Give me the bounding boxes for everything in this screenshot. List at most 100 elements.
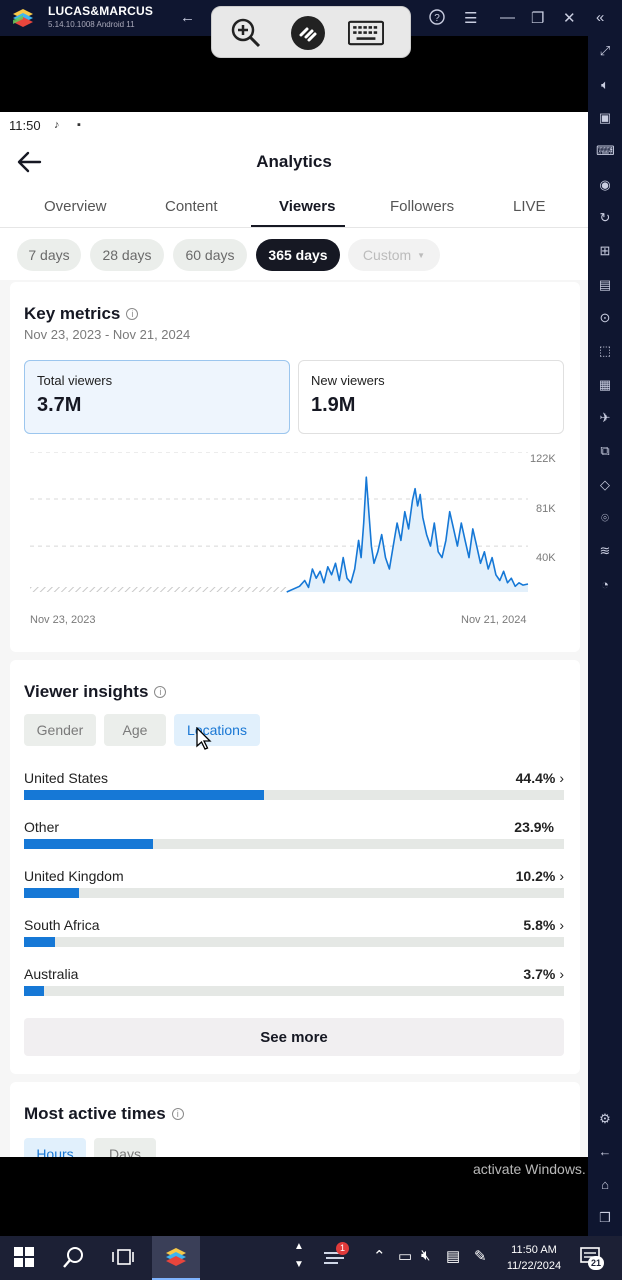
back-icon[interactable]: ← xyxy=(180,9,195,26)
layers-icon[interactable]: ≋ xyxy=(599,543,611,558)
minimize-icon[interactable]: — xyxy=(500,9,515,26)
y-tick-122k: 122K xyxy=(530,453,556,465)
menu-icon[interactable]: ☰ xyxy=(464,10,478,27)
gamepad-icon[interactable]: ⊞ xyxy=(599,243,611,258)
location-percent: 23.9% xyxy=(514,819,554,835)
task-view-icon[interactable] xyxy=(112,1247,134,1271)
range-7-days[interactable]: 7 days xyxy=(17,239,81,271)
filter-age[interactable]: Age xyxy=(104,714,166,746)
location-row[interactable]: United States 44.4% › xyxy=(24,770,564,810)
record-icon[interactable]: ◉ xyxy=(599,177,611,192)
search-icon[interactable] xyxy=(62,1245,86,1273)
tab-overview[interactable]: Overview xyxy=(44,198,107,215)
fullscreen-icon[interactable]: ⤢ xyxy=(599,43,611,58)
remote-connect-icon[interactable] xyxy=(290,15,326,51)
scroll-updown-icon[interactable]: ▲ ▼ xyxy=(294,1241,304,1270)
capture-area-icon[interactable]: ⬚ xyxy=(598,343,612,358)
screenshot-icon[interactable]: ⊙ xyxy=(599,310,611,325)
viewer-insights-title: Viewer insights i xyxy=(24,682,167,702)
viewer-insights-card: Viewer insights i Gender Age Locations Un… xyxy=(10,660,580,1074)
action-center-icon[interactable]: 21 xyxy=(580,1246,604,1272)
tab-live[interactable]: LIVE xyxy=(513,198,546,215)
location-row[interactable]: South Africa 5.8% › xyxy=(24,917,564,957)
x-tick-end: Nov 21, 2024 xyxy=(461,614,527,626)
network-icon[interactable]: ▤ xyxy=(446,1248,461,1265)
date-range-label: Nov 23, 2023 - Nov 21, 2024 xyxy=(24,327,191,342)
location-bar-track xyxy=(24,888,564,898)
key-metrics-card: Key metrics i Nov 23, 2023 - Nov 21, 2024… xyxy=(10,282,580,652)
pen-icon[interactable]: ✎ xyxy=(474,1248,487,1265)
y-tick-40k: 40K xyxy=(536,552,556,564)
settings-icon[interactable]: ⚙︎ xyxy=(599,1111,611,1126)
keymap-icon[interactable]: ⌨︎ xyxy=(596,143,615,158)
date-range-selector: 7 days 28 days 60 days 365 days Custom ▼ xyxy=(0,239,588,273)
notification-count-badge: 21 xyxy=(588,1256,604,1270)
device-icon[interactable]: ▭ xyxy=(398,1248,413,1265)
zoom-in-icon[interactable] xyxy=(228,15,264,51)
floating-toolbar xyxy=(211,6,411,58)
new-viewers-box[interactable]: New viewers 1.9M xyxy=(298,360,564,434)
tiktok-icon: ♪ xyxy=(54,119,60,131)
range-365-days[interactable]: 365 days xyxy=(256,239,340,271)
filter-locations[interactable]: Locations xyxy=(174,714,260,746)
series-line xyxy=(286,476,529,593)
android-back-icon[interactable]: ← xyxy=(598,1144,612,1159)
close-icon[interactable]: ✕ xyxy=(563,10,576,27)
no-data-hatch xyxy=(30,587,287,592)
multi-instance-icon[interactable]: ⧉ xyxy=(600,443,610,458)
rotate-icon[interactable]: ↻ xyxy=(599,210,611,225)
range-60-days[interactable]: 60 days xyxy=(173,239,247,271)
volume-muted-icon[interactable]: 🔇︎ xyxy=(421,1247,431,1264)
gallery-icon[interactable]: ▦ xyxy=(598,377,612,392)
macro-icon[interactable]: ◔ xyxy=(601,577,609,592)
total-viewers-label: Total viewers xyxy=(37,373,113,388)
info-icon[interactable]: i xyxy=(171,1108,184,1120)
help-icon[interactable]: ? xyxy=(429,9,445,29)
filter-hours[interactable]: Hours xyxy=(24,1138,86,1157)
viewers-line-chart xyxy=(30,452,529,593)
location-bar-track xyxy=(24,790,564,800)
chevron-right-icon: › xyxy=(559,966,564,982)
eraser-icon[interactable]: ◇ xyxy=(600,477,610,492)
location-name: Other xyxy=(24,819,60,835)
tab-viewers[interactable]: Viewers xyxy=(279,198,336,215)
x-tick-start: Nov 23, 2023 xyxy=(30,614,96,626)
pointer-icon[interactable]: ▣ xyxy=(598,110,612,125)
see-more-button[interactable]: See more xyxy=(24,1018,564,1056)
location-percent: 10.2% › xyxy=(515,868,564,884)
tab-content[interactable]: Content xyxy=(165,198,218,215)
airplane-icon[interactable]: ✈︎ xyxy=(599,410,611,425)
filter-gender[interactable]: Gender xyxy=(24,714,96,746)
info-icon[interactable]: i xyxy=(154,686,167,698)
location-row[interactable]: United Kingdom 10.2% › xyxy=(24,868,564,908)
android-recents-icon[interactable]: ❒ xyxy=(599,1210,611,1225)
back-arrow-icon[interactable] xyxy=(16,150,42,174)
location-percent: 5.8% › xyxy=(523,917,564,933)
bluestacks-taskbar-button[interactable] xyxy=(152,1236,200,1280)
range-custom: Custom ▼ xyxy=(348,239,440,271)
status-time: 11:50 xyxy=(9,118,41,133)
apk-icon[interactable]: ▤ xyxy=(598,277,612,292)
total-viewers-box[interactable]: Total viewers 3.7M xyxy=(24,360,290,434)
content-area: Key metrics i Nov 23, 2023 - Nov 21, 2024… xyxy=(0,280,588,1157)
weather-icon[interactable]: 1 xyxy=(322,1242,349,1270)
taskbar-clock[interactable]: 11:50 AM 11/22/2024 xyxy=(500,1242,568,1274)
emulator-version: 5.14.10.1008 Android 11 xyxy=(48,20,135,29)
android-home-icon[interactable]: ⌂ xyxy=(601,1177,609,1192)
show-hidden-icons-icon[interactable]: ⌃ xyxy=(373,1248,386,1265)
tab-followers[interactable]: Followers xyxy=(390,198,455,215)
info-icon[interactable]: i xyxy=(126,308,139,320)
keyboard-icon[interactable] xyxy=(348,15,384,51)
collapse-panel-icon[interactable]: « xyxy=(596,9,605,26)
volume-icon[interactable]: 🔈︎ xyxy=(601,77,609,92)
watermark-line-3: Go to Settings to xyxy=(473,1141,578,1157)
dropdown-caret-icon: ▼ xyxy=(417,250,426,260)
range-28-days[interactable]: 28 days xyxy=(90,239,164,271)
windows-start-icon[interactable] xyxy=(14,1247,34,1271)
location-icon[interactable]: ⌾ xyxy=(601,510,609,525)
status-bar: 11:50 ♪ ▪ xyxy=(0,112,588,140)
location-row[interactable]: Australia 3.7% › xyxy=(24,966,564,1006)
restore-icon[interactable]: ❐ xyxy=(531,10,545,27)
new-viewers-value: 1.9M xyxy=(311,394,356,416)
filter-days[interactable]: Days xyxy=(94,1138,156,1157)
